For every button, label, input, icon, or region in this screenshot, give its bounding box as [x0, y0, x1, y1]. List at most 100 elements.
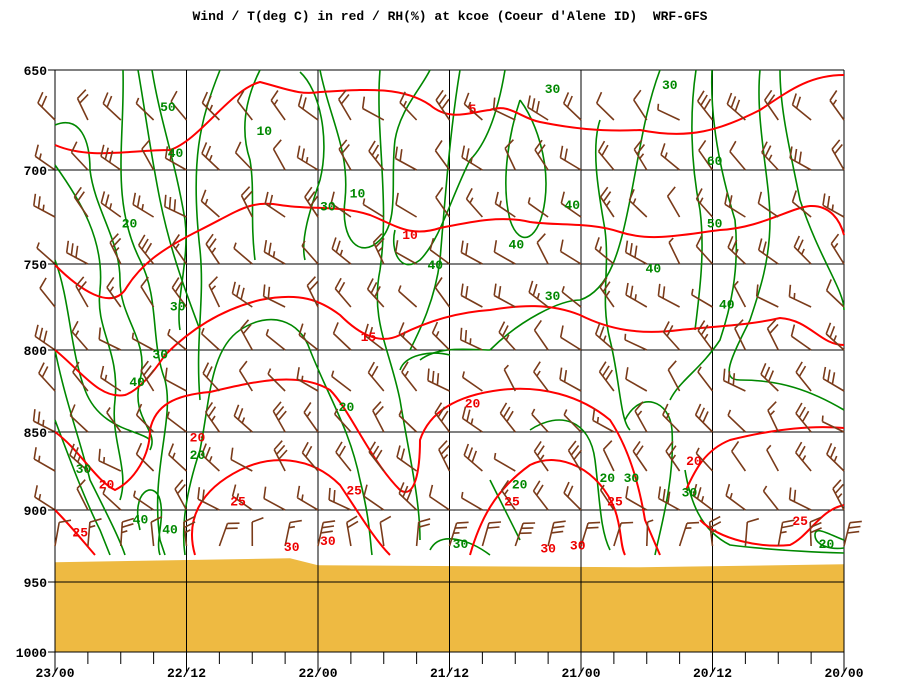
temperature-contours	[54, 74, 845, 556]
wind-barb	[434, 277, 451, 308]
rh-contour	[137, 69, 201, 331]
wind-barb	[668, 237, 681, 265]
wind-barb	[599, 186, 615, 218]
wind-barb	[301, 441, 319, 472]
wind-barb	[822, 366, 845, 392]
wind-barb	[372, 233, 385, 265]
wind-barb	[202, 362, 220, 392]
rh-contour	[429, 538, 491, 556]
wind-barb	[843, 520, 862, 547]
rh-label: 30	[453, 537, 469, 552]
wind-barb	[367, 361, 385, 392]
wind-barb	[660, 143, 681, 171]
wind-barb	[171, 234, 188, 265]
wind-barb	[499, 402, 516, 433]
wind-barb	[363, 484, 385, 511]
rh-contour	[489, 479, 521, 541]
wind-barb	[87, 518, 102, 547]
wind-barb	[140, 276, 155, 308]
wind-barb	[461, 145, 483, 171]
wind-barb	[602, 440, 615, 472]
rh-label: 50	[707, 217, 723, 232]
wind-barb	[809, 516, 822, 547]
temperature-label: 30	[320, 534, 336, 549]
rh-contour	[684, 469, 845, 554]
wind-barb	[265, 329, 286, 351]
rh-contour	[182, 318, 373, 556]
wind-barb	[38, 362, 56, 392]
wind-barb	[698, 139, 714, 171]
wind-barb	[594, 322, 615, 351]
wind-barb	[791, 190, 812, 218]
wind-barb	[733, 280, 747, 308]
temperature-label: 30	[540, 541, 556, 556]
wind-barb	[335, 441, 352, 472]
rh-label: 20	[599, 471, 615, 486]
wind-barb	[303, 402, 319, 433]
rh-contour	[54, 349, 126, 556]
wind-barb	[832, 479, 845, 511]
wind-barb	[296, 145, 319, 171]
rh-label: 30	[545, 82, 561, 97]
wind-barb	[697, 320, 714, 351]
wind-barb	[306, 276, 319, 308]
wind-barb	[33, 193, 56, 218]
wind-barb	[334, 277, 352, 308]
wind-barb	[39, 277, 56, 308]
wind-barb	[791, 93, 812, 121]
wind-barb	[463, 92, 483, 121]
wind-barb	[722, 368, 746, 392]
temperature-label: 15	[361, 330, 377, 345]
wind-barb	[567, 440, 583, 472]
wind-barb	[69, 443, 89, 472]
rh-contour	[594, 119, 631, 431]
wind-barb	[731, 440, 747, 472]
wind-barb	[500, 479, 516, 511]
rh-contour	[409, 69, 461, 351]
wind-barb	[429, 237, 450, 265]
rh-label: 20	[512, 477, 528, 492]
wind-barb	[646, 519, 654, 547]
wind-barb	[766, 444, 780, 472]
axes: 650 700 750 800 850 900 950 1000 23/00 22/12 22/00…	[16, 64, 864, 681]
wind-barb	[171, 277, 188, 308]
chart-title: Wind / T(deg C) in red / RH(%) at kcoe (…	[192, 9, 708, 24]
wind-barb	[634, 401, 648, 433]
wind-barb	[379, 515, 392, 547]
wind-barb	[98, 327, 122, 351]
wind-barb	[230, 447, 253, 472]
wind-barb	[438, 440, 451, 472]
wind-barb	[218, 522, 240, 547]
wind-barb	[75, 276, 89, 308]
wind-barb	[208, 276, 221, 308]
wind-barb	[150, 515, 163, 547]
wind-barb	[657, 283, 680, 308]
rh-label: 40	[427, 258, 443, 273]
wind-barb	[657, 103, 680, 121]
rh-label: 20	[122, 217, 138, 232]
wind-barb	[100, 144, 122, 171]
wind-barb	[598, 361, 615, 392]
wind-barb	[788, 487, 812, 511]
wind-barb	[415, 518, 431, 547]
rh-contours	[54, 69, 845, 556]
wind-barb	[434, 140, 451, 171]
wind-barb	[448, 521, 469, 547]
wind-barb	[514, 522, 536, 547]
y-tick-label: 650	[24, 64, 48, 79]
wind-barb	[831, 139, 845, 171]
wind-barb	[628, 188, 648, 218]
rh-contour	[814, 530, 845, 550]
rh-label: 20	[819, 537, 835, 552]
wind-barb	[829, 90, 845, 121]
rh-label: 30	[320, 200, 336, 215]
wind-barb	[662, 403, 681, 433]
wind-barb	[317, 520, 336, 547]
rh-contour	[54, 122, 153, 451]
wind-barb	[135, 442, 155, 472]
wind-barb	[120, 517, 135, 547]
wind-barb	[106, 407, 122, 433]
wind-barb	[435, 186, 451, 218]
wind-barb	[231, 281, 253, 308]
rh-contour	[624, 401, 674, 556]
